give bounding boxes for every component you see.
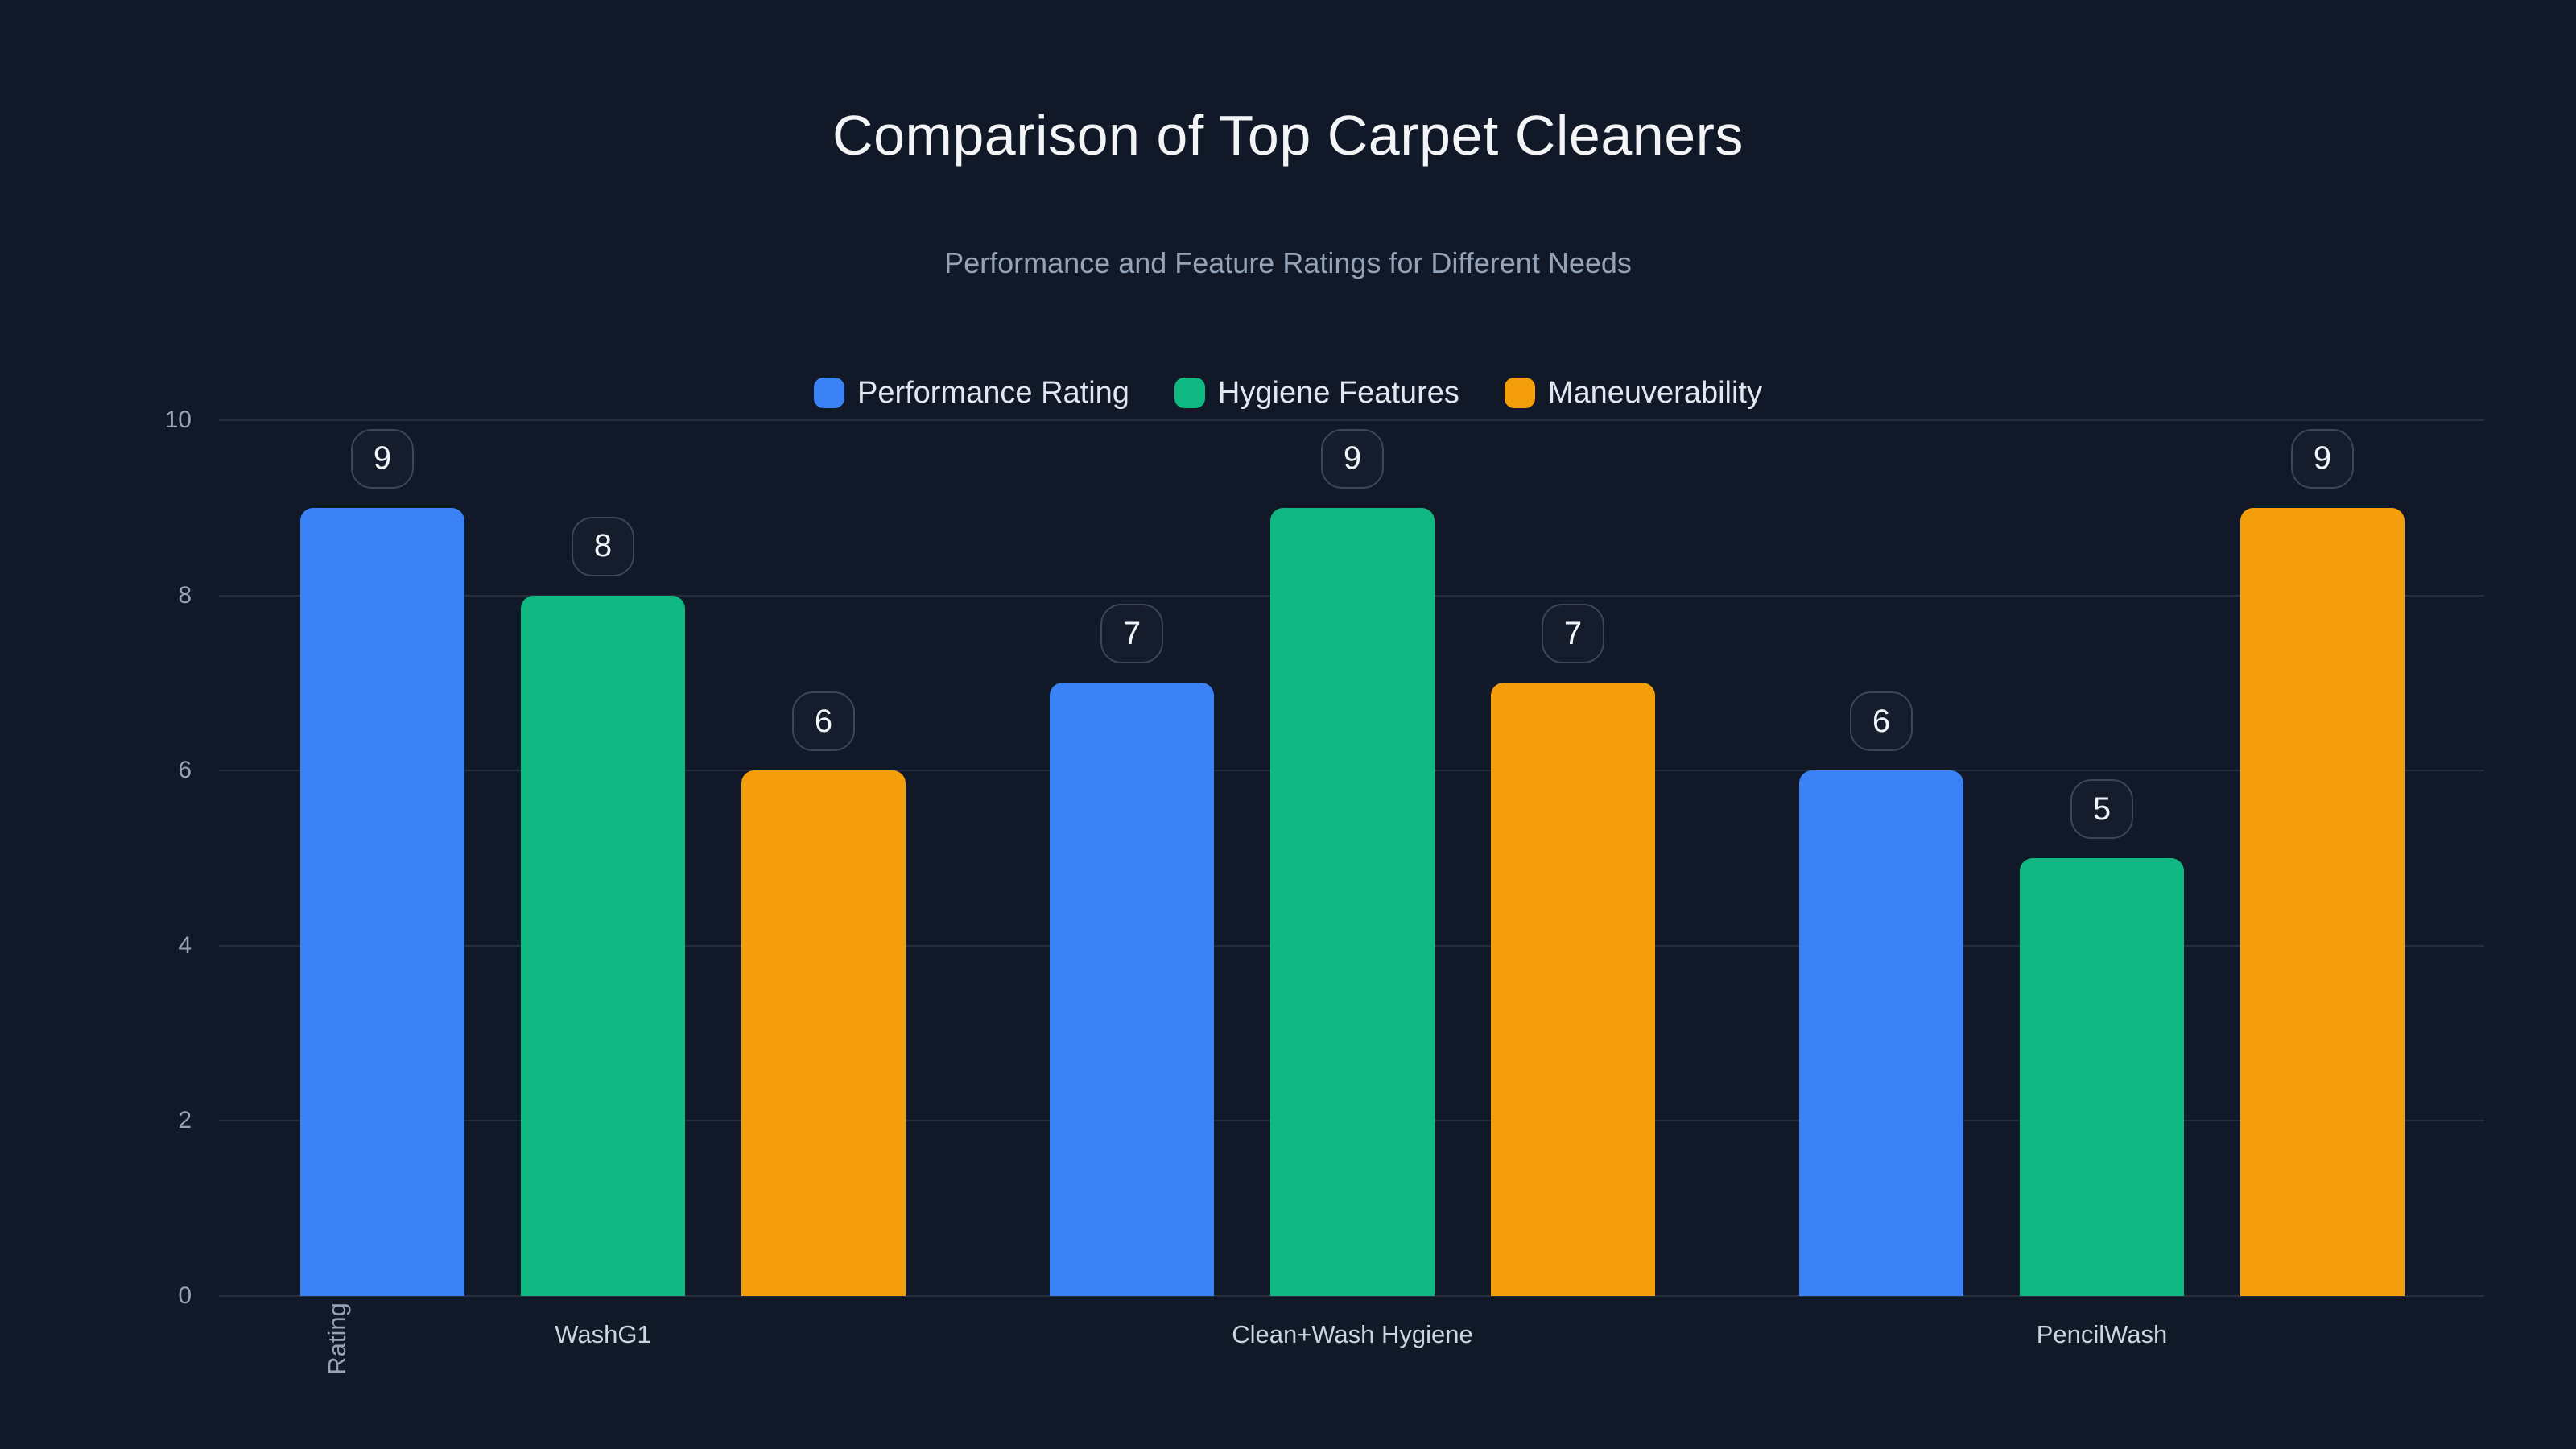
legend-item-performance-rating[interactable]: Performance Rating xyxy=(813,375,1129,411)
chart-title: Comparison of Top Carpet Cleaners xyxy=(832,104,1744,167)
bar-washg1-hygiene-features[interactable] xyxy=(521,595,685,1296)
legend-swatch-icon xyxy=(1504,378,1535,408)
x-category-label-clean-wash-hygiene: Clean+Wash Hygiene xyxy=(1232,1320,1473,1348)
bar-clean-wash-hygiene-maneuverability[interactable] xyxy=(1491,683,1655,1296)
chart-subtitle: Performance and Feature Ratings for Diff… xyxy=(944,246,1632,279)
plot-area: Rating (out of 10) 0246810986WashG1797Cl… xyxy=(165,408,2484,1375)
legend-swatch-icon xyxy=(1174,378,1205,408)
bar-clean-wash-hygiene-hygiene-features[interactable] xyxy=(1270,507,1435,1296)
legend-label: Performance Rating xyxy=(857,375,1129,410)
value-label-washg1-hygiene-features: 8 xyxy=(572,516,634,576)
y-tick-label-0: 0 xyxy=(178,1282,192,1309)
legend-item-maneuverability[interactable]: Maneuverability xyxy=(1504,375,1762,411)
legend-swatch-icon xyxy=(813,378,844,408)
bar-pencilwash-performance-rating[interactable] xyxy=(1799,770,1963,1296)
legend-label: Hygiene Features xyxy=(1217,375,1459,410)
bar-pencilwash-hygiene-features[interactable] xyxy=(2020,858,2184,1296)
y-tick-label-2: 2 xyxy=(178,1107,192,1134)
legend-label: Maneuverability xyxy=(1547,375,1762,410)
bar-clean-wash-hygiene-performance-rating[interactable] xyxy=(1050,683,1214,1296)
value-label-pencilwash-performance-rating: 6 xyxy=(1850,691,1913,752)
value-label-clean-wash-hygiene-hygiene-features: 9 xyxy=(1321,428,1384,489)
bar-washg1-performance-rating[interactable] xyxy=(300,507,464,1296)
y-tick-label-4: 4 xyxy=(178,931,192,959)
value-label-washg1-performance-rating: 9 xyxy=(351,428,414,489)
bar-pencilwash-maneuverability[interactable] xyxy=(2240,507,2405,1296)
value-label-pencilwash-hygiene-features: 5 xyxy=(2070,779,2133,839)
value-label-clean-wash-hygiene-performance-rating: 7 xyxy=(1100,604,1163,664)
value-label-washg1-maneuverability: 6 xyxy=(792,691,855,752)
chart-legend: Performance Rating Hygiene Features Maneuv… xyxy=(0,372,2576,414)
value-label-pencilwash-maneuverability: 9 xyxy=(2291,428,2354,489)
x-category-label-pencilwash: PencilWash xyxy=(2036,1320,2168,1348)
x-category-label-washg1: WashG1 xyxy=(555,1320,651,1348)
bar-washg1-maneuverability[interactable] xyxy=(741,770,906,1296)
gridline-y-10 xyxy=(219,419,2484,421)
y-tick-label-10: 10 xyxy=(164,407,192,433)
legend-item-hygiene-features[interactable]: Hygiene Features xyxy=(1174,376,1459,411)
value-label-clean-wash-hygiene-maneuverability: 7 xyxy=(1542,604,1604,664)
y-tick-label-6: 6 xyxy=(178,757,192,784)
y-tick-label-8: 8 xyxy=(178,581,192,609)
gridline-y-0 xyxy=(219,1295,2484,1297)
